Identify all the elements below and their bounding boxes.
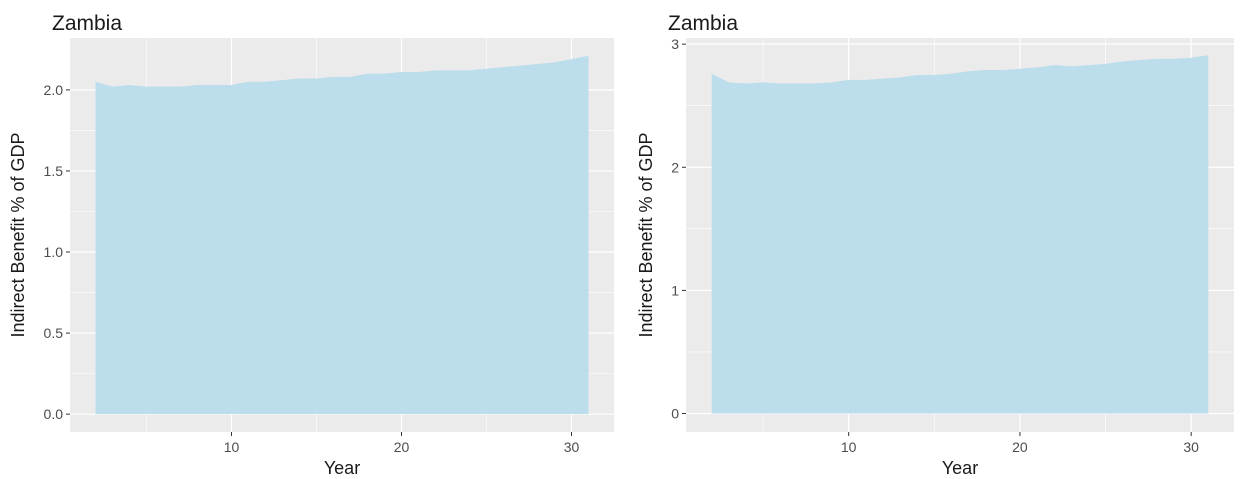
data-point bbox=[814, 83, 816, 85]
data-point bbox=[711, 73, 713, 75]
y-tick-label: 1.5 bbox=[44, 163, 64, 179]
data-point bbox=[248, 81, 250, 83]
data-point bbox=[265, 81, 267, 83]
data-point bbox=[469, 70, 471, 72]
data-point bbox=[797, 83, 799, 85]
data-point bbox=[197, 84, 199, 86]
data-point bbox=[1088, 64, 1090, 66]
data-point bbox=[1036, 67, 1038, 69]
data-point bbox=[1105, 63, 1107, 65]
data-point bbox=[865, 79, 867, 81]
data-point bbox=[1071, 66, 1073, 68]
y-tick-label: 2.0 bbox=[44, 82, 64, 98]
data-point bbox=[745, 83, 747, 85]
data-point bbox=[1002, 69, 1004, 71]
data-point bbox=[146, 86, 148, 88]
y-tick-label: 2 bbox=[671, 159, 679, 175]
x-tick-label: 10 bbox=[841, 439, 857, 455]
y-tick-label: 1.0 bbox=[44, 244, 64, 260]
data-point bbox=[916, 74, 918, 76]
data-point bbox=[968, 70, 970, 72]
data-point bbox=[299, 78, 301, 80]
data-point bbox=[520, 65, 522, 67]
data-point bbox=[571, 58, 573, 60]
data-point bbox=[848, 79, 850, 81]
data-point bbox=[899, 77, 901, 79]
data-point bbox=[1139, 59, 1141, 61]
x-tick-label: 30 bbox=[564, 439, 580, 455]
data-point bbox=[1122, 61, 1124, 63]
x-axis-label: Year bbox=[942, 458, 978, 478]
data-point bbox=[762, 82, 764, 84]
data-point bbox=[503, 66, 505, 68]
y-axis-label: Indirect Benefit % of GDP bbox=[636, 132, 656, 337]
y-tick-label: 0.0 bbox=[44, 406, 64, 422]
data-point bbox=[367, 73, 369, 75]
data-point bbox=[452, 70, 454, 72]
data-point bbox=[180, 86, 182, 88]
y-tick-label: 1 bbox=[671, 282, 679, 298]
data-point bbox=[333, 76, 335, 78]
data-point bbox=[728, 82, 730, 84]
data-point bbox=[1019, 68, 1021, 70]
data-point bbox=[1190, 57, 1192, 59]
y-tick-label: 0 bbox=[671, 406, 679, 422]
data-point bbox=[163, 86, 165, 88]
x-tick-label: 10 bbox=[224, 439, 240, 455]
data-point bbox=[1208, 54, 1210, 56]
data-point bbox=[316, 78, 318, 80]
data-point bbox=[1156, 58, 1158, 60]
data-point bbox=[554, 62, 556, 64]
y-tick-label: 0.5 bbox=[44, 325, 64, 341]
data-point bbox=[95, 81, 97, 83]
data-point bbox=[435, 70, 437, 72]
data-point bbox=[282, 79, 284, 81]
x-tick-label: 20 bbox=[1012, 439, 1028, 455]
data-point bbox=[418, 71, 420, 73]
data-point bbox=[779, 83, 781, 85]
data-point bbox=[951, 73, 953, 75]
data-point bbox=[831, 82, 833, 84]
data-point bbox=[882, 78, 884, 80]
data-point bbox=[231, 84, 233, 86]
data-point bbox=[350, 76, 352, 78]
data-point bbox=[588, 55, 590, 57]
area-series bbox=[711, 55, 1209, 414]
data-point bbox=[486, 68, 488, 70]
chart-title: Zambia bbox=[668, 12, 738, 35]
data-point bbox=[1053, 64, 1055, 66]
chart-panel-2: 0 1 2 3 10 20 30 Zambia Year Indirect Benefit % o… bbox=[636, 12, 1234, 478]
data-point bbox=[384, 73, 386, 75]
x-tick-label: 30 bbox=[1183, 439, 1199, 455]
chart-title: Zambia bbox=[52, 12, 122, 35]
data-point bbox=[214, 84, 216, 86]
data-point bbox=[401, 71, 403, 73]
data-point bbox=[129, 84, 131, 86]
data-point bbox=[112, 86, 114, 88]
y-tick-label: 3 bbox=[671, 36, 679, 52]
x-axis-label: Year bbox=[324, 458, 360, 478]
data-point bbox=[985, 69, 987, 71]
area-series bbox=[95, 55, 589, 415]
chart-panel-1: 0.0 0.5 1.0 1.5 2.0 10 20 30 Zambia Year Indirect … bbox=[8, 12, 614, 478]
data-point bbox=[934, 74, 936, 76]
data-point bbox=[537, 63, 539, 65]
data-point bbox=[1173, 58, 1175, 60]
x-tick-label: 20 bbox=[394, 439, 410, 455]
y-axis-label: Indirect Benefit % of GDP bbox=[8, 132, 28, 337]
